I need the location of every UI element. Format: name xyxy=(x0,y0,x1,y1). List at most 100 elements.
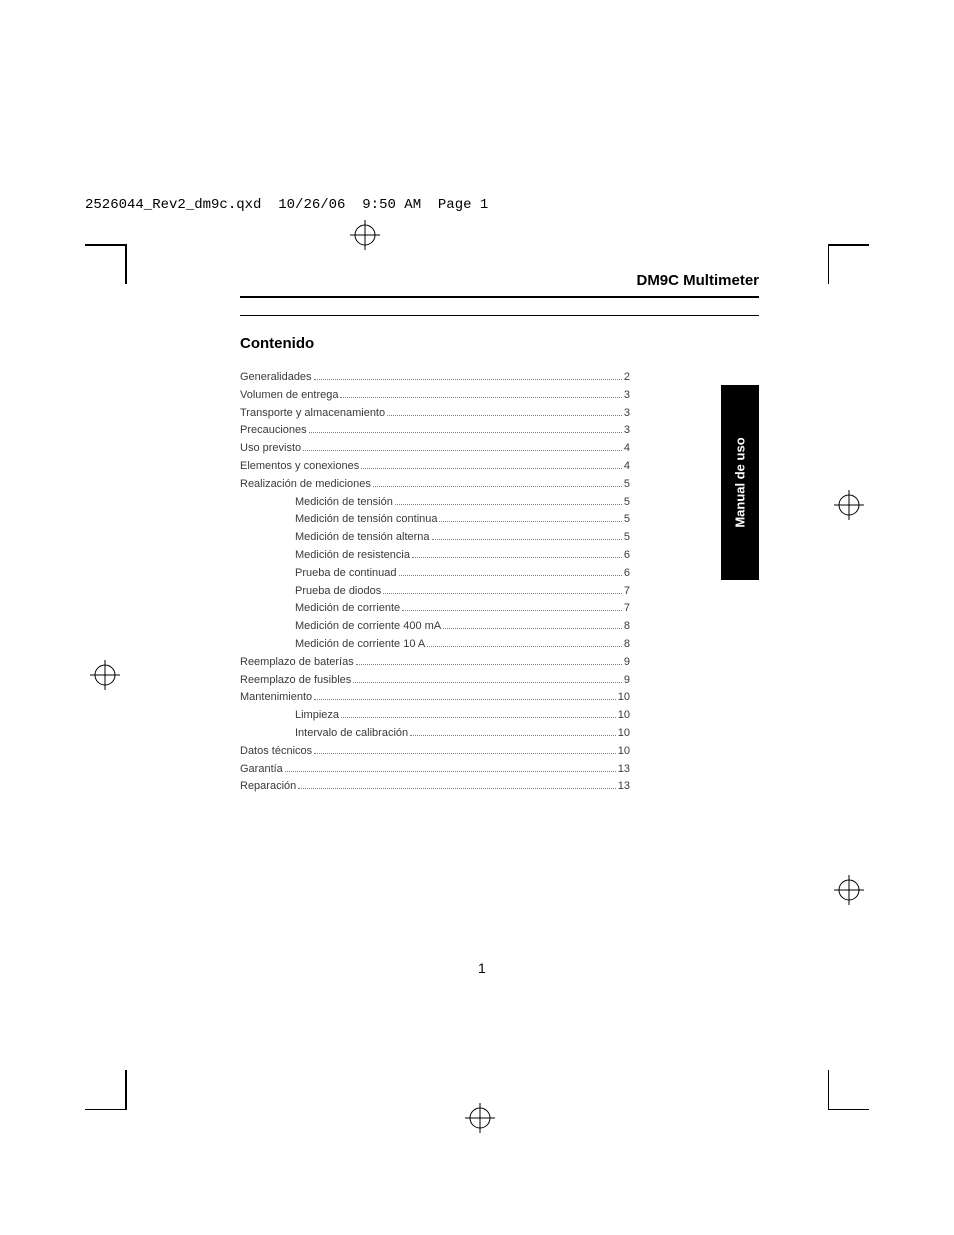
toc-row: Limpieza 10 xyxy=(240,708,630,722)
crop-mark xyxy=(125,1070,127,1110)
toc-label: Mantenimiento xyxy=(240,690,312,704)
toc-row: Garantía 13 xyxy=(240,762,630,776)
toc-row: Medición de corriente 10 A 8 xyxy=(240,637,630,651)
page-label: Page 1 xyxy=(438,197,488,213)
toc-leader-dots xyxy=(303,450,622,451)
toc-page-number: 5 xyxy=(624,530,630,544)
toc-label: Garantía xyxy=(240,762,283,776)
toc-row: Generalidades 2 xyxy=(240,370,630,384)
divider xyxy=(240,315,759,316)
toc-page-number: 13 xyxy=(618,779,630,793)
divider xyxy=(240,296,759,298)
toc-page-number: 10 xyxy=(618,726,630,740)
crop-mark xyxy=(829,1109,869,1111)
toc-label: Reemplazo de fusibles xyxy=(240,673,351,687)
toc-leader-dots xyxy=(383,593,622,594)
toc-row: Precauciones 3 xyxy=(240,423,630,437)
toc-page-number: 3 xyxy=(624,388,630,402)
side-tab: Manual de uso xyxy=(721,385,759,580)
toc-label: Reemplazo de baterías xyxy=(240,655,354,669)
toc-leader-dots xyxy=(341,717,616,718)
toc-label: Generalidades xyxy=(240,370,312,384)
toc-page-number: 5 xyxy=(624,477,630,491)
toc-row: Elementos y conexiones 4 xyxy=(240,459,630,473)
toc-leader-dots xyxy=(432,539,622,540)
print-date: 10/26/06 xyxy=(278,197,345,213)
toc-page-number: 5 xyxy=(624,495,630,509)
toc-page-number: 4 xyxy=(624,459,630,473)
toc-label: Medición de tensión continua xyxy=(295,512,437,526)
crop-mark xyxy=(85,1109,125,1111)
toc-row: Medición de tensión continua 5 xyxy=(240,512,630,526)
toc-leader-dots xyxy=(298,788,615,789)
toc-page-number: 3 xyxy=(624,423,630,437)
toc-page-number: 4 xyxy=(624,441,630,455)
toc-leader-dots xyxy=(314,379,622,380)
toc-label: Medición de corriente xyxy=(295,601,400,615)
registration-mark-icon xyxy=(350,220,380,250)
toc-label: Prueba de continuad xyxy=(295,566,397,580)
toc-page-number: 9 xyxy=(624,673,630,687)
toc-row: Reemplazo de baterías9 xyxy=(240,655,630,669)
toc-page-number: 10 xyxy=(618,708,630,722)
toc-leader-dots xyxy=(373,486,622,487)
product-title: DM9C Multimeter xyxy=(636,272,759,289)
toc-leader-dots xyxy=(314,699,616,700)
toc-label: Medición de corriente 400 mA xyxy=(295,619,441,633)
toc-row: Uso previsto4 xyxy=(240,441,630,455)
toc-leader-dots xyxy=(353,682,622,683)
toc-row: Datos técnicos 10 xyxy=(240,744,630,758)
toc-page-number: 8 xyxy=(624,637,630,651)
toc-leader-dots xyxy=(427,646,622,647)
toc-leader-dots xyxy=(285,771,616,772)
toc-page-number: 10 xyxy=(618,744,630,758)
registration-mark-icon xyxy=(834,490,864,520)
registration-mark-icon xyxy=(834,875,864,905)
toc-label: Intervalo de calibración xyxy=(295,726,408,740)
toc-page-number: 13 xyxy=(618,762,630,776)
toc-label: Prueba de diodos xyxy=(295,584,381,598)
toc-label: Datos técnicos xyxy=(240,744,312,758)
toc-page-number: 10 xyxy=(618,690,630,704)
title-area: DM9C Multimeter xyxy=(636,272,759,290)
toc-leader-dots xyxy=(399,575,622,576)
toc-leader-dots xyxy=(309,432,622,433)
toc-page-number: 2 xyxy=(624,370,630,384)
toc-row: Medición de resistencia 6 xyxy=(240,548,630,562)
print-time: 9:50 AM xyxy=(362,197,421,213)
toc-page-number: 7 xyxy=(624,601,630,615)
registration-mark-icon xyxy=(90,660,120,690)
toc-row: Mantenimiento 10 xyxy=(240,690,630,704)
toc-label: Limpieza xyxy=(295,708,339,722)
toc-label: Medición de corriente 10 A xyxy=(295,637,425,651)
toc-label: Elementos y conexiones xyxy=(240,459,359,473)
crop-mark xyxy=(85,244,125,246)
crop-mark xyxy=(828,1070,830,1110)
table-of-contents: Generalidades2Volumen de entrega3Transpo… xyxy=(240,370,630,797)
toc-row: Realización de mediciones5 xyxy=(240,477,630,491)
toc-leader-dots xyxy=(439,521,621,522)
filename: 2526044_Rev2_dm9c.qxd xyxy=(85,197,261,213)
toc-leader-dots xyxy=(410,735,616,736)
toc-page-number: 3 xyxy=(624,406,630,420)
print-header: 2526044_Rev2_dm9c.qxd 10/26/06 9:50 AM P… xyxy=(85,197,488,213)
crop-mark xyxy=(828,244,830,284)
crop-mark xyxy=(829,244,869,246)
toc-row: Reparación 13 xyxy=(240,779,630,793)
toc-page-number: 5 xyxy=(624,512,630,526)
toc-page-number: 6 xyxy=(624,548,630,562)
page-number: 1 xyxy=(478,960,486,976)
toc-row: Reemplazo de fusibles 9 xyxy=(240,673,630,687)
toc-row: Prueba de diodos7 xyxy=(240,584,630,598)
toc-row: Medición de corriente 7 xyxy=(240,601,630,615)
toc-leader-dots xyxy=(443,628,622,629)
toc-label: Precauciones xyxy=(240,423,307,437)
registration-mark-icon xyxy=(465,1103,495,1133)
toc-row: Medición de tensión alterna 5 xyxy=(240,530,630,544)
toc-label: Reparación xyxy=(240,779,296,793)
toc-label: Medición de resistencia xyxy=(295,548,410,562)
toc-row: Medición de corriente 400 mA8 xyxy=(240,619,630,633)
toc-page-number: 6 xyxy=(624,566,630,580)
toc-row: Medición de tensión5 xyxy=(240,495,630,509)
toc-label: Medición de tensión alterna xyxy=(295,530,430,544)
